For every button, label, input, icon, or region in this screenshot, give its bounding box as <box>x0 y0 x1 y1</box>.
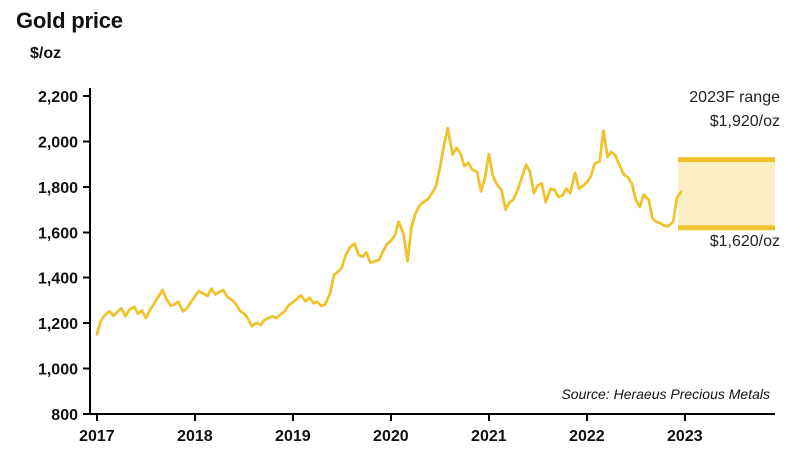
svg-text:1,800: 1,800 <box>38 180 78 197</box>
svg-text:1,600: 1,600 <box>38 225 78 242</box>
svg-text:1,200: 1,200 <box>38 316 78 333</box>
svg-text:2021: 2021 <box>471 428 507 445</box>
svg-text:2017: 2017 <box>79 428 115 445</box>
svg-text:2018: 2018 <box>177 428 213 445</box>
svg-text:2020: 2020 <box>373 428 409 445</box>
source-note: Source: Heraeus Precious Metals <box>561 386 770 402</box>
svg-text:800: 800 <box>51 407 78 424</box>
forecast-range-low-value: $1,620/oz <box>709 233 780 250</box>
svg-text:2019: 2019 <box>275 428 311 445</box>
svg-text:2,000: 2,000 <box>38 134 78 151</box>
svg-text:1,000: 1,000 <box>38 362 78 379</box>
forecast-range-high-value: $1,920/oz <box>709 113 780 130</box>
svg-text:1,400: 1,400 <box>38 271 78 288</box>
svg-text:2,200: 2,200 <box>38 89 78 106</box>
forecast-range-annotation: 2023F range $1,920/oz <box>689 86 780 134</box>
forecast-range-label: 2023F range <box>689 89 780 106</box>
chart-title: Gold price <box>16 8 123 33</box>
svg-text:2023: 2023 <box>667 428 703 445</box>
y-axis-unit-label: $/oz <box>30 45 62 62</box>
svg-text:2022: 2022 <box>569 428 605 445</box>
